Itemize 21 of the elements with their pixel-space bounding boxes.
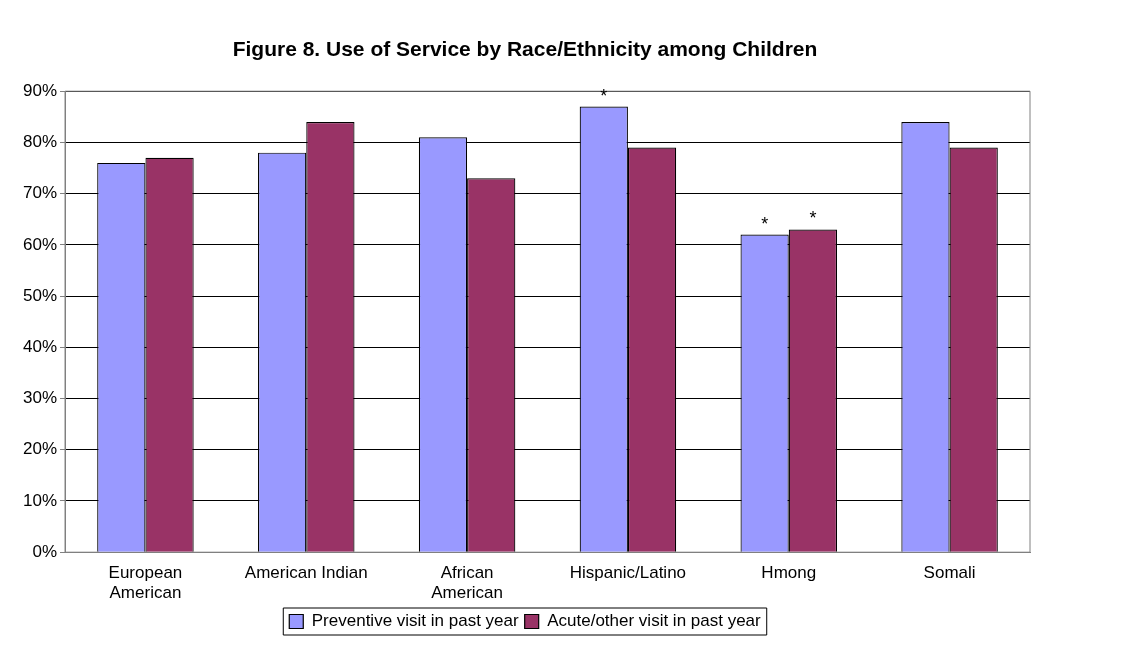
y-tick-label: 10% [22,490,58,510]
x-tick-label: African American [431,563,503,603]
chart-title: Figure 8. Use of Service by Race/Ethnicity among Children [232,37,818,61]
x-tick-label: European American [108,563,183,603]
x-tick-label: Hmong [761,563,817,583]
y-tick-label: 70% [22,183,58,203]
annotation: * [809,208,817,229]
x-tick-label: American Indian [244,563,368,583]
y-tick-label: 90% [22,80,58,100]
y-tick-label: 50% [22,285,58,305]
x-tick-label: Somali [923,563,976,583]
y-tick-label: 40% [22,337,58,356]
y-tick-label: 0% [32,541,58,561]
legend-label: Preventive visit in past year [311,611,520,631]
y-tick-label: 60% [22,234,58,254]
y-tick-label: 80% [22,132,58,152]
annotation: * [761,213,769,234]
y-tick-label: 30% [22,388,58,408]
x-tick-label: Hispanic/Latino [569,563,687,583]
legend-label: Acute/other visit in past year [547,611,762,631]
y-tick-label: 20% [22,439,58,459]
